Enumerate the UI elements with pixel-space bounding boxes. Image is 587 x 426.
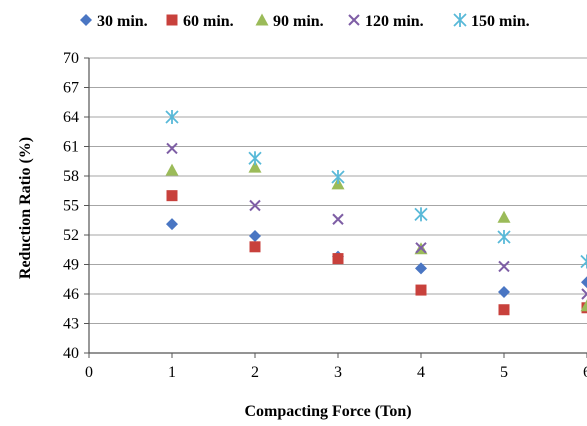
y-tick-label: 61 xyxy=(63,139,79,156)
data-point-square xyxy=(333,253,344,264)
x-tick-label: 1 xyxy=(168,364,176,381)
y-tick-label: 58 xyxy=(63,168,79,185)
tick-labels: 40 43 46 49 52 55 58 61 64 67 70 0 1 2 3 4 5 6 xyxy=(63,50,587,381)
data-point-asterisk xyxy=(581,255,587,269)
data-point-triangle xyxy=(581,299,587,311)
x-tick-label: 0 xyxy=(85,364,93,381)
legend-item: 30 min. xyxy=(80,13,148,30)
y-tick-label: 49 xyxy=(63,257,79,274)
y-tick-label: 67 xyxy=(63,80,79,97)
data-point-triangle xyxy=(498,211,511,223)
data-point-asterisk xyxy=(332,170,344,184)
legend-marker-x xyxy=(349,15,359,25)
data-point-asterisk xyxy=(415,207,427,221)
data-point-diamond xyxy=(166,218,178,230)
y-tick-label: 46 xyxy=(63,286,79,303)
axes xyxy=(84,58,587,358)
x-tick-label: 6 xyxy=(583,364,587,381)
legend-item: 60 min. xyxy=(167,13,234,30)
legend-label: 120 min. xyxy=(365,13,424,30)
data-point-x xyxy=(333,214,343,224)
legend-item: 120 min. xyxy=(349,13,424,30)
x-tick-label: 5 xyxy=(500,364,508,381)
data-point-square xyxy=(250,241,261,252)
data-point-diamond xyxy=(498,286,510,298)
legend-marker-square xyxy=(167,15,178,26)
y-tick-label: 43 xyxy=(63,316,79,333)
data-point-diamond xyxy=(581,276,587,288)
legend-item: 150 min. xyxy=(454,13,530,30)
legend-marker-diamond xyxy=(80,14,92,26)
data-point-asterisk xyxy=(498,230,510,244)
x-tick-label: 2 xyxy=(251,364,259,381)
legend-label: 90 min. xyxy=(273,13,324,30)
x-tick-label: 3 xyxy=(334,364,342,381)
y-axis-title: Reduction Ratio (%) xyxy=(17,137,34,279)
data-point-square xyxy=(499,304,510,315)
data-point-asterisk xyxy=(249,151,261,165)
grid-lines xyxy=(89,58,587,324)
legend-label: 30 min. xyxy=(97,13,148,30)
legend-label: 150 min. xyxy=(471,13,530,30)
data-point-triangle xyxy=(166,164,179,176)
y-tick-label: 52 xyxy=(63,227,79,244)
data-point-x xyxy=(167,143,177,153)
data-point-diamond xyxy=(249,230,261,242)
y-tick-label: 64 xyxy=(63,109,79,126)
y-tick-label: 40 xyxy=(63,345,79,362)
x-tick-label: 4 xyxy=(417,364,425,381)
y-tick-label: 70 xyxy=(63,50,79,67)
x-axis-title: Compacting Force (Ton) xyxy=(244,403,411,420)
legend: 30 min. 60 min. 90 min. 120 min. 150 min. xyxy=(80,13,530,30)
data-point-square xyxy=(167,190,178,201)
data-point-x xyxy=(499,261,509,271)
legend-item: 90 min. xyxy=(256,13,324,30)
data-point-square xyxy=(416,285,427,296)
legend-marker-triangle xyxy=(256,14,269,26)
y-tick-label: 55 xyxy=(63,198,79,215)
data-markers xyxy=(166,110,587,315)
legend-marker-asterisk xyxy=(454,13,466,27)
legend-label: 60 min. xyxy=(183,13,234,30)
